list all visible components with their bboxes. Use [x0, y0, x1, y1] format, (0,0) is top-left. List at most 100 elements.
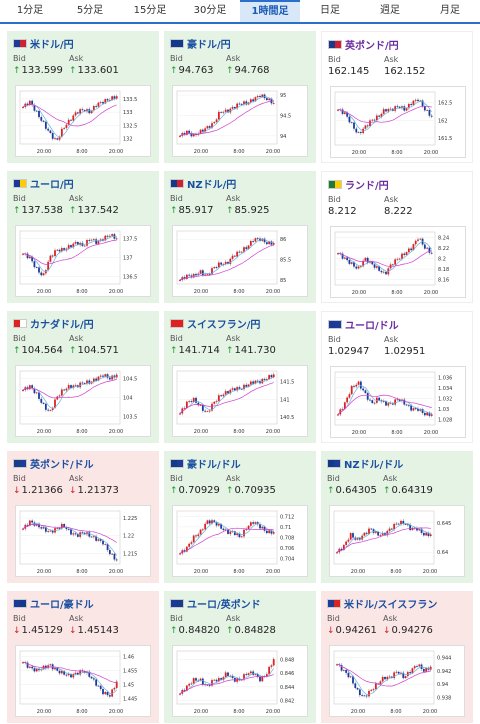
rate-card[interactable]: 英ポンド/ドル Bid Ask ↓1.21366 ↓1.21373 1.225 1.22 1.… [7, 451, 159, 583]
tab-7[interactable]: 月足 [440, 5, 460, 16]
rate-card[interactable]: NZドル/ドル Bid Ask ↑0.64305 ↑0.64319 0.645 0.64 20… [321, 451, 473, 583]
bid-label: Bid [170, 474, 183, 483]
price-chart[interactable]: 133.5 133 132.5 132 20:00 8:00 20:00 [15, 85, 151, 157]
price-chart[interactable]: 1.46 1.455 1.45 1.445 20:00 8:00 20:00 [15, 645, 151, 717]
candle [378, 397, 381, 401]
x-tick-label: 20:00 [352, 290, 366, 296]
tab-3[interactable]: 30分足 [193, 5, 227, 16]
candle [42, 120, 45, 122]
ask-label: Ask [69, 194, 84, 203]
rate-card[interactable]: スイスフラン/円 Bid Ask ↑141.714 ↑141.730 141.5 141 14… [164, 311, 316, 443]
card-title[interactable]: ユーロ/円 [13, 175, 153, 191]
candle [54, 667, 56, 670]
card-title[interactable]: 米ドル/円 [13, 35, 153, 51]
pair-name[interactable]: スイスフラン/円 [187, 319, 261, 331]
candle [387, 403, 390, 406]
candle [227, 672, 229, 676]
price-chart[interactable]: 104.5 104 103.5 20:00 8:00 20:00 [15, 365, 151, 437]
candle [208, 410, 211, 412]
candle [83, 245, 86, 247]
price-chart[interactable]: 1.036 1.034 1.032 1.03 1.028 20:00 8:00 20:00 [330, 366, 466, 438]
card-title[interactable]: ユーロ/豪ドル [13, 595, 153, 611]
price-chart[interactable]: 95 94.5 94 20:00 8:00 20:00 [172, 85, 308, 157]
tab-2[interactable]: 15分足 [133, 5, 167, 16]
card-title[interactable]: 英ポンド/円 [328, 36, 466, 52]
tab-6[interactable]: 週足 [380, 5, 400, 16]
pair-name[interactable]: ランド/円 [345, 180, 389, 192]
card-title[interactable]: ユーロ/ドル [328, 316, 466, 332]
y-tick-label: 8.22 [438, 246, 449, 252]
card-title[interactable]: NZドル/ドル [327, 455, 467, 471]
pair-name[interactable]: カナダドル/円 [30, 319, 94, 331]
price-chart[interactable]: 1.225 1.22 1.215 20:00 8:00 20:00 [15, 505, 151, 577]
card-title[interactable]: スイスフラン/円 [170, 315, 310, 331]
candle [375, 266, 378, 268]
card-title[interactable]: 豪ドル/円 [170, 35, 310, 51]
candle [371, 119, 374, 121]
rate-card[interactable]: ユーロ/英ポンド Bid Ask ↑0.84820 ↑0.84828 0.848 0.846… [164, 591, 316, 723]
pair-name[interactable]: 豪ドル/ドル [187, 459, 241, 471]
candle [272, 243, 275, 245]
price-chart[interactable]: 0.848 0.846 0.844 0.842 20:00 8:00 20:00 [172, 645, 308, 717]
candle [26, 253, 29, 259]
candle [188, 683, 191, 686]
candle [58, 249, 61, 252]
rate-card[interactable]: ユーロ/ドル Bid Ask 1.02947 1.02951 1.036 1.034 1.03… [321, 311, 473, 443]
rate-card[interactable]: 米ドル/円 Bid Ask ↑133.599 ↑133.601 133.5 133 132.5… [7, 31, 159, 163]
price-chart[interactable]: 86 85.5 85 20:00 8:00 20:00 [172, 225, 308, 297]
candle [229, 389, 232, 394]
x-tick-label: 8:00 [76, 289, 87, 295]
card-title[interactable]: NZドル/円 [170, 175, 310, 191]
tab-5[interactable]: 日足 [320, 5, 340, 16]
card-title[interactable]: ユーロ/英ポンド [170, 595, 310, 611]
candle [217, 111, 220, 120]
candle [76, 534, 79, 537]
pair-name[interactable]: 英ポンド/円 [345, 40, 399, 52]
tab-0[interactable]: 1分足 [16, 5, 44, 16]
candle [420, 528, 423, 533]
rate-card[interactable]: 豪ドル/ドル Bid Ask ↑0.70929 ↑0.70935 0.712 0.71 0.7… [164, 451, 316, 583]
card-title[interactable]: 豪ドル/ドル [170, 455, 310, 471]
price-chart[interactable]: 162.5 162 161.5 20:00 8:00 20:00 [330, 86, 466, 158]
candle [349, 533, 352, 540]
tab-1[interactable]: 5分足 [76, 5, 104, 16]
card-title[interactable]: ランド/円 [328, 176, 466, 192]
pair-name[interactable]: NZドル/ドル [344, 459, 404, 471]
ma-long-line [336, 663, 431, 687]
rate-card[interactable]: ユーロ/豪ドル Bid Ask ↓1.45129 ↓1.45143 1.46 1.455 1.… [7, 591, 159, 723]
tab-4[interactable]: 1時間足 [240, 0, 300, 22]
candle [359, 381, 362, 389]
card-title[interactable]: 米ドル/スイスフラン [327, 595, 467, 611]
pair-name[interactable]: NZドル/円 [187, 179, 237, 191]
price-chart[interactable]: 8.24 8.22 8.2 8.18 8.16 20:00 8:00 20:00 [330, 226, 466, 298]
pair-name[interactable]: 豪ドル/円 [187, 39, 231, 51]
pair-name[interactable]: ユーロ/円 [30, 179, 74, 191]
rate-card[interactable]: ランド/円 Bid Ask 8.212 8.222 8.24 8.22 8.2 8.18 8.16… [321, 171, 473, 303]
candle [265, 379, 268, 380]
card-title[interactable]: カナダドル/円 [13, 315, 153, 331]
rate-card[interactable]: 豪ドル/円 Bid Ask ↑94.763 ↑94.768 95 94.5 94 20:00 8:… [164, 31, 316, 163]
price-chart[interactable]: 0.944 0.942 0.94 0.938 20:00 8:00 20:00 [329, 645, 465, 717]
rate-card[interactable]: 米ドル/スイスフラン Bid Ask ↓0.94261 ↓0.94276 0.944 0.9… [321, 591, 473, 723]
pair-name[interactable]: ユーロ/英ポンド [187, 599, 261, 611]
pair-name[interactable]: 米ドル/スイスフラン [344, 599, 438, 611]
pair-name[interactable]: ユーロ/ドル [345, 320, 399, 332]
price-chart[interactable]: 137.5 137 136.5 20:00 8:00 20:00 [15, 225, 151, 297]
price-chart[interactable]: 0.712 0.71 0.708 0.706 0.704 20:00 8:00 20:00 [172, 505, 308, 577]
rate-card[interactable]: ユーロ/円 Bid Ask ↑137.538 ↑137.542 137.5 137 136.5… [7, 171, 159, 303]
arrow-down-icon: ↓ [13, 626, 21, 636]
card-title[interactable]: 英ポンド/ドル [13, 455, 153, 471]
candle [372, 689, 375, 690]
pair-name[interactable]: ユーロ/豪ドル [30, 599, 94, 611]
bid-price-cell: ↑133.599 [13, 65, 69, 76]
price-chart[interactable]: 141.5 141 140.5 20:00 8:00 20:00 [172, 365, 308, 437]
candle [337, 253, 339, 255]
pair-name[interactable]: 英ポンド/ドル [30, 459, 94, 471]
candle [249, 241, 252, 246]
rate-card[interactable]: カナダドル/円 Bid Ask ↑104.564 ↑104.571 104.5 104 103… [7, 311, 159, 443]
price-chart[interactable]: 0.645 0.64 20:00 8:00 20:00 [329, 505, 465, 577]
rate-card[interactable]: 英ポンド/円 Bid Ask 162.145 162.152 162.5 162 161.5 2… [321, 31, 473, 163]
x-tick-label: 8:00 [76, 709, 87, 715]
pair-name[interactable]: 米ドル/円 [30, 39, 74, 51]
rate-card[interactable]: NZドル/円 Bid Ask ↑85.917 ↑85.925 86 85.5 85 20:00 8… [164, 171, 316, 303]
